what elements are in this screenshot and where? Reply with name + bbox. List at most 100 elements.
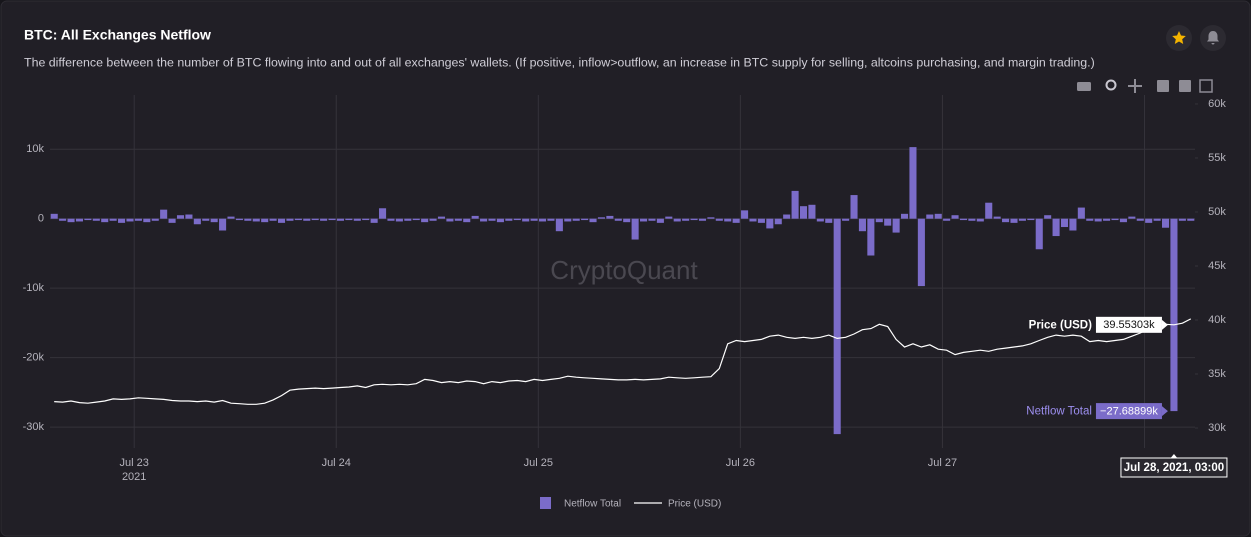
bar bbox=[1035, 218, 1043, 250]
bar bbox=[75, 218, 84, 222]
bar bbox=[901, 213, 909, 219]
bar bbox=[303, 218, 311, 221]
bar bbox=[59, 218, 67, 221]
zoom-icon[interactable] bbox=[1105, 79, 1117, 91]
x-year-label: 2021 bbox=[122, 471, 146, 483]
bar bbox=[109, 218, 117, 221]
y2-tick-label: 30k bbox=[1208, 422, 1226, 434]
x-tick-label: Jul 23 bbox=[120, 457, 149, 469]
bar bbox=[1119, 218, 1127, 223]
bar bbox=[892, 218, 900, 233]
bar bbox=[463, 218, 471, 223]
toolbar bbox=[1077, 79, 1213, 93]
bar bbox=[724, 218, 732, 222]
bar bbox=[917, 218, 925, 287]
bar bbox=[875, 218, 883, 223]
bar bbox=[867, 218, 875, 256]
bar bbox=[235, 218, 243, 221]
bar bbox=[631, 218, 639, 240]
bar bbox=[808, 204, 816, 219]
pan-icon[interactable] bbox=[1128, 79, 1142, 93]
bar bbox=[1069, 218, 1077, 231]
bar bbox=[1077, 207, 1085, 219]
bar bbox=[429, 218, 437, 221]
bar bbox=[522, 218, 530, 222]
bar bbox=[698, 218, 707, 221]
bar bbox=[707, 217, 715, 219]
bar bbox=[1027, 218, 1035, 221]
zoom-out-icon[interactable] bbox=[1179, 80, 1191, 92]
bar bbox=[682, 218, 690, 221]
camera-icon[interactable] bbox=[1077, 82, 1091, 91]
bar bbox=[160, 209, 168, 219]
bar bbox=[488, 218, 496, 221]
chart-subtitle: The difference between the number of BTC… bbox=[24, 55, 1095, 69]
bar bbox=[252, 218, 260, 222]
star-icon[interactable] bbox=[1172, 31, 1186, 44]
bar bbox=[816, 218, 824, 222]
bar bbox=[1153, 218, 1161, 221]
bar bbox=[1111, 218, 1119, 221]
bar bbox=[884, 218, 892, 226]
bar bbox=[471, 215, 479, 219]
bar bbox=[412, 218, 420, 221]
tooltip: 39.55303k Price (USD) bbox=[1029, 316, 1168, 333]
bar bbox=[379, 208, 387, 219]
bar bbox=[1103, 218, 1111, 221]
bar bbox=[597, 217, 605, 219]
bar bbox=[1145, 218, 1153, 223]
bar bbox=[261, 218, 269, 223]
tooltip-box bbox=[1095, 316, 1162, 333]
bar bbox=[783, 214, 791, 219]
zoom-in-icon[interactable] bbox=[1157, 80, 1169, 92]
bar bbox=[732, 218, 740, 223]
bell-icon[interactable] bbox=[1207, 31, 1219, 45]
tooltip-pointer bbox=[1161, 319, 1168, 330]
bar bbox=[345, 218, 353, 221]
bar bbox=[1170, 218, 1178, 412]
tooltip-pointer bbox=[1161, 406, 1168, 417]
bar bbox=[757, 218, 765, 223]
favorite-button[interactable] bbox=[1166, 25, 1192, 51]
bar bbox=[833, 218, 841, 435]
bar bbox=[589, 218, 597, 223]
bar bbox=[1136, 218, 1144, 221]
bar bbox=[530, 218, 538, 221]
bar bbox=[547, 218, 555, 221]
bar bbox=[934, 213, 942, 219]
y-tick-label: -20k bbox=[23, 352, 45, 364]
y-tick-label: -10k bbox=[23, 282, 45, 294]
bar bbox=[976, 218, 984, 222]
bar bbox=[623, 218, 631, 223]
bar bbox=[581, 218, 589, 221]
bar bbox=[690, 218, 698, 221]
y2-tick-label: 60k bbox=[1208, 98, 1226, 110]
bar bbox=[50, 213, 58, 219]
y2-tick-label: 45k bbox=[1208, 260, 1226, 272]
bar bbox=[328, 218, 336, 221]
bar bbox=[387, 218, 395, 221]
bar bbox=[219, 218, 227, 231]
reset-icon[interactable] bbox=[1199, 79, 1213, 93]
bar bbox=[67, 218, 75, 223]
tooltip-box bbox=[1095, 403, 1162, 420]
bar bbox=[185, 214, 193, 219]
bar bbox=[1187, 218, 1195, 221]
bar bbox=[648, 218, 656, 221]
bar bbox=[143, 218, 151, 223]
bar bbox=[244, 218, 252, 221]
alert-button[interactable] bbox=[1200, 25, 1226, 51]
bar bbox=[959, 218, 968, 221]
bar bbox=[126, 218, 134, 222]
bar bbox=[202, 218, 210, 221]
bar bbox=[951, 215, 959, 219]
bar bbox=[858, 218, 866, 232]
bar bbox=[1044, 215, 1052, 219]
bar bbox=[336, 218, 344, 221]
bar bbox=[513, 218, 521, 221]
bar bbox=[362, 218, 370, 221]
x-tick-label: Jul 24 bbox=[322, 457, 351, 469]
y-tick-label: 0 bbox=[38, 213, 44, 225]
